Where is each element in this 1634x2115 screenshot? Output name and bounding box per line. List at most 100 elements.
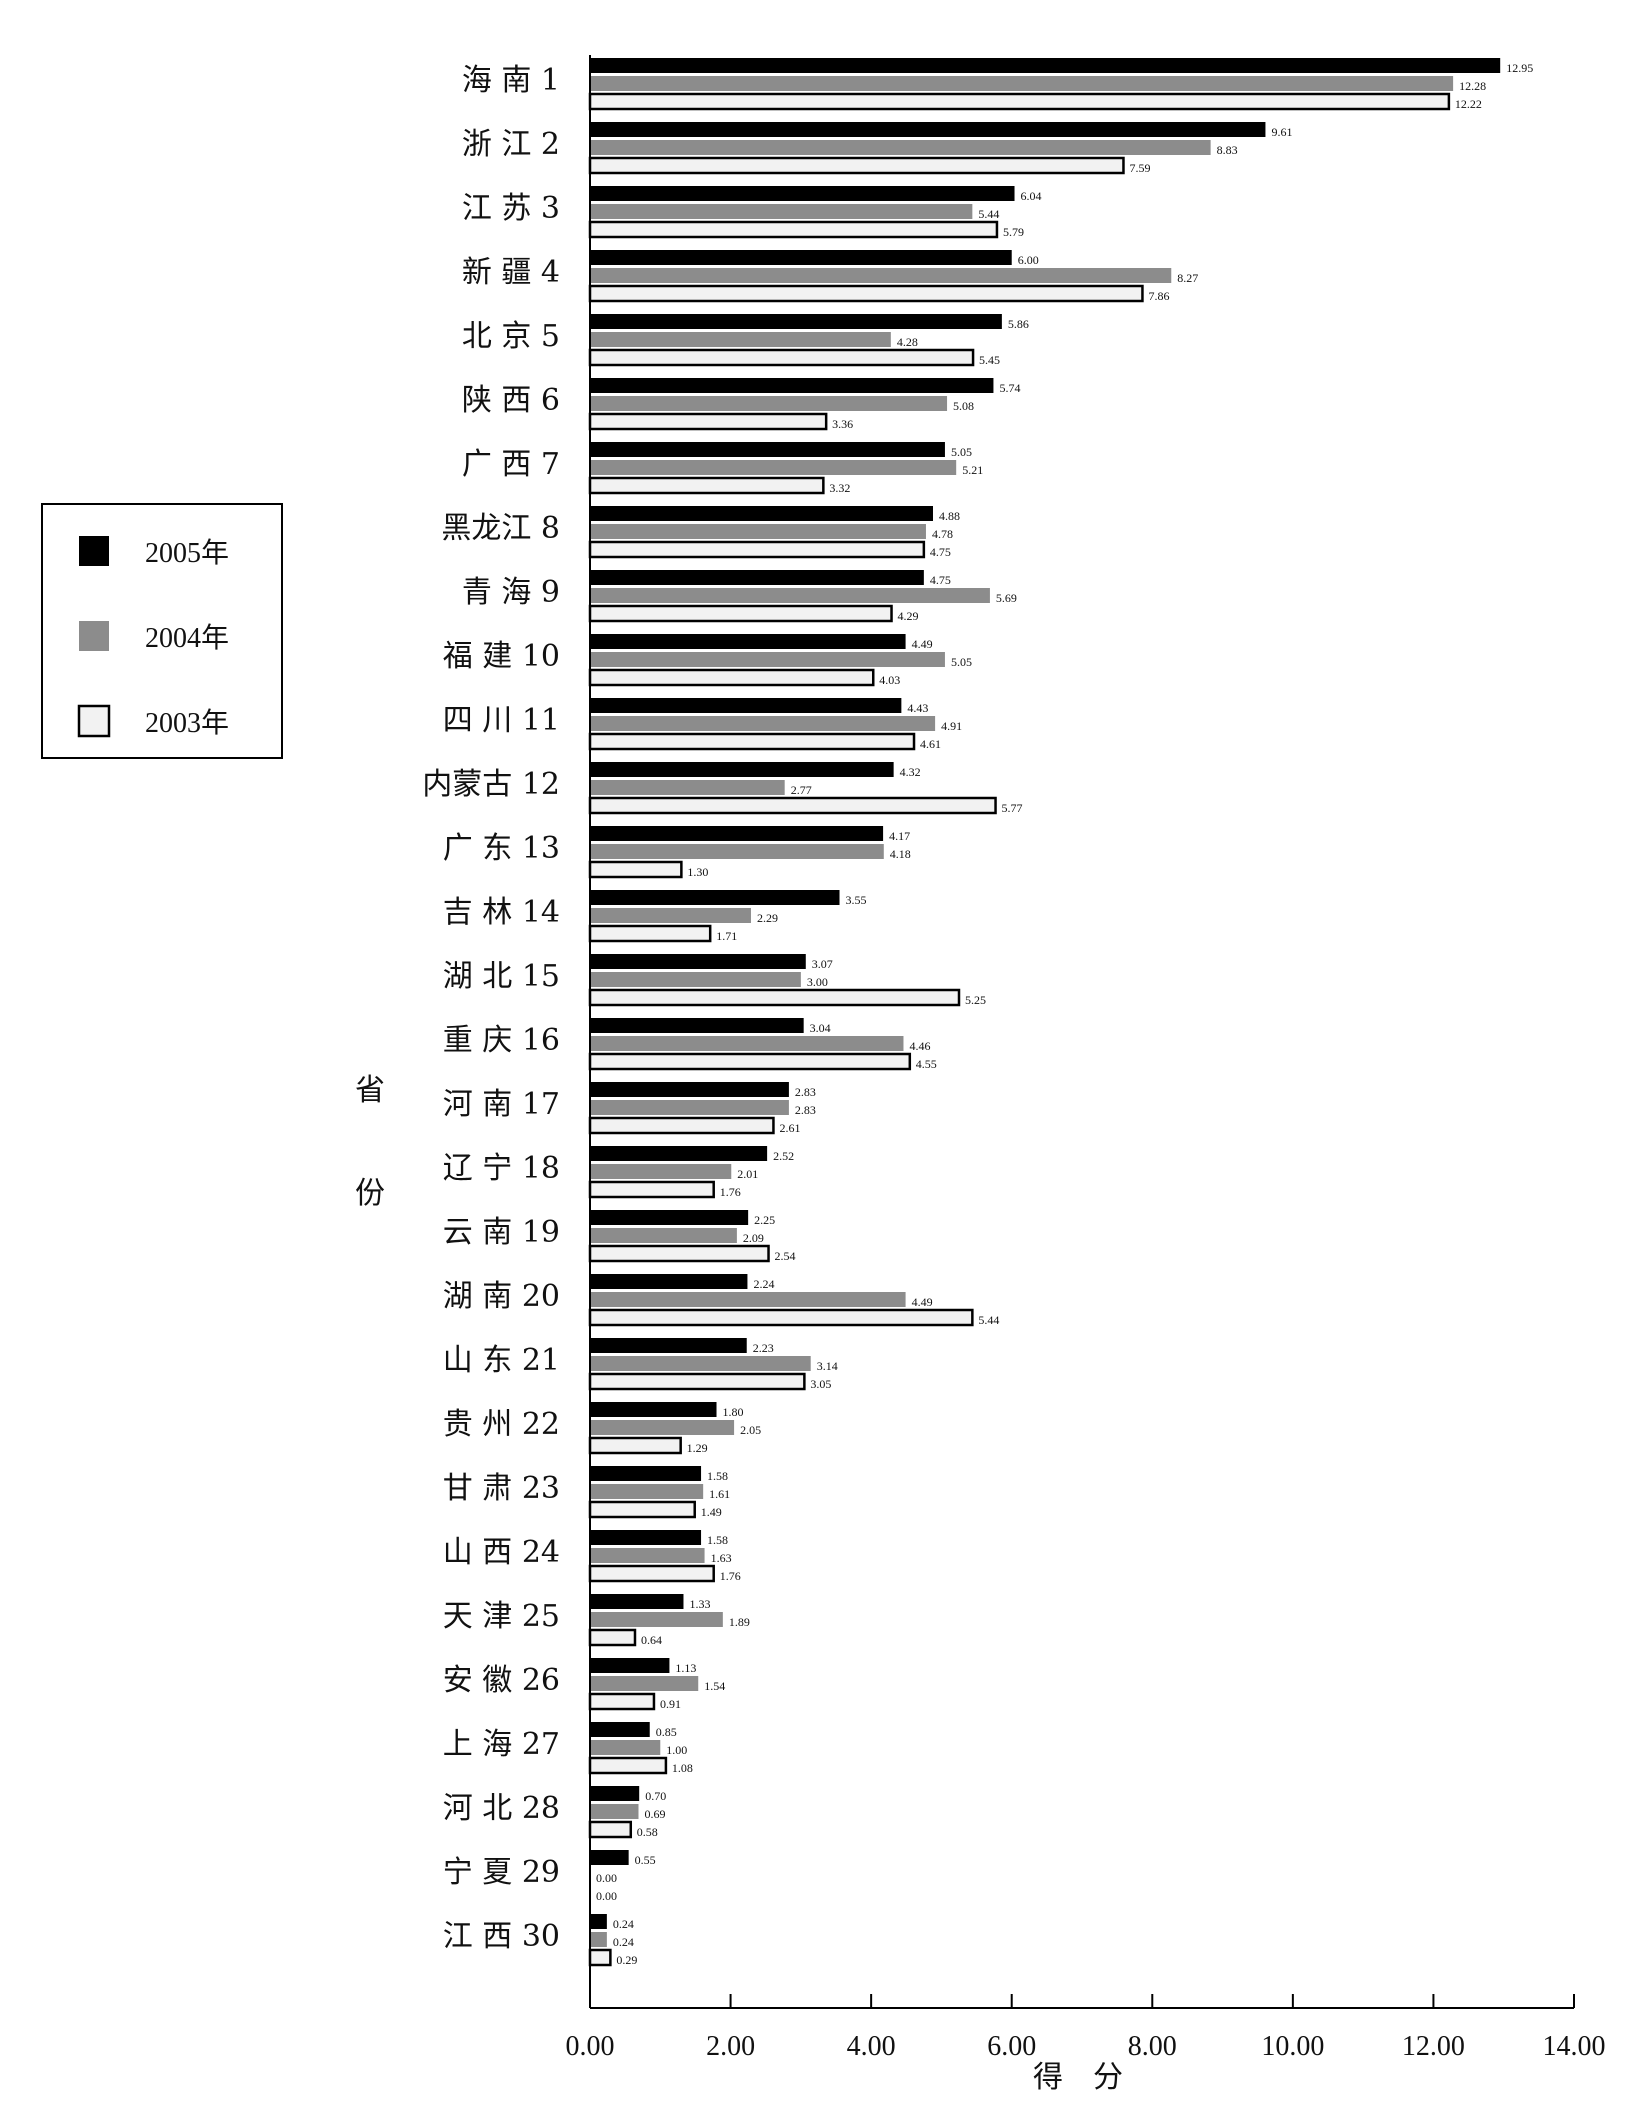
category-label: 吉 林 14 <box>443 895 560 930</box>
data-label: 2.24 <box>753 1277 774 1291</box>
category-label: 四 川 11 <box>443 703 560 738</box>
data-label: 0.55 <box>635 1853 656 1867</box>
legend: 2005年 2004年 2003年 <box>41 503 283 759</box>
bar-2003 <box>588 604 893 623</box>
bar-2004 <box>590 1676 699 1691</box>
bar-2004 <box>590 140 1211 155</box>
data-label: 1.61 <box>709 1487 730 1501</box>
bar-2005 <box>590 122 1266 137</box>
data-label: 3.07 <box>812 957 833 971</box>
data-label: 1.13 <box>675 1661 696 1675</box>
data-label: 1.29 <box>687 1441 708 1455</box>
data-label: 4.32 <box>900 765 921 779</box>
bar-2005 <box>590 1466 702 1481</box>
bar-2003 <box>588 156 1125 175</box>
category-label: 天 津 25 <box>443 1599 560 1634</box>
data-label: 2.83 <box>795 1103 816 1117</box>
data-label: 0.85 <box>656 1725 677 1739</box>
data-label: 8.27 <box>1177 271 1198 285</box>
category-label: 福 建 10 <box>443 639 560 674</box>
data-label: 4.18 <box>890 847 911 861</box>
data-label: 1.71 <box>716 929 737 943</box>
bar-2004 <box>590 332 891 347</box>
category-label: 上 海 27 <box>443 1727 560 1762</box>
bar-2003 <box>588 92 1451 111</box>
y-axis-title-bottom: 份 <box>355 1176 385 1211</box>
x-tick-label: 12.00 <box>1402 2031 1465 2062</box>
data-label: 3.55 <box>846 893 867 907</box>
bar-2005 <box>590 1082 789 1097</box>
bar-2003 <box>588 1948 612 1967</box>
bar-2003 <box>588 1116 775 1135</box>
data-label: 3.36 <box>832 417 853 431</box>
bar-2004 <box>590 1164 732 1179</box>
bar-2005 <box>590 1594 684 1609</box>
category-label: 河 北 28 <box>443 1791 560 1826</box>
bar-2004 <box>590 780 785 795</box>
data-label: 2.77 <box>791 783 812 797</box>
data-label: 2.54 <box>775 1249 796 1263</box>
data-label: 12.22 <box>1455 97 1482 111</box>
bar-2005 <box>590 890 840 905</box>
data-label: 5.79 <box>1003 225 1024 239</box>
category-label: 海 南 1 <box>462 63 560 98</box>
data-label: 5.44 <box>978 1313 999 1327</box>
bar-2004 <box>590 460 957 475</box>
data-label: 4.28 <box>897 335 918 349</box>
bar-2005 <box>590 570 924 585</box>
bar-2003 <box>588 1052 912 1071</box>
category-label: 北 京 5 <box>462 319 560 354</box>
x-axis-title: 得 分 <box>1033 2060 1123 2095</box>
data-label: 1.63 <box>711 1551 732 1565</box>
data-label: 0.24 <box>613 1917 634 1931</box>
x-tick-label: 8.00 <box>1128 2031 1177 2062</box>
data-label: 5.25 <box>965 993 986 1007</box>
data-label: 1.00 <box>666 1743 687 1757</box>
data-label: 2.29 <box>757 911 778 925</box>
bar-2005 <box>590 442 945 457</box>
bar-2005 <box>590 634 906 649</box>
data-label: 0.69 <box>644 1807 665 1821</box>
bar-2005 <box>590 1338 747 1353</box>
data-label: 4.03 <box>879 673 900 687</box>
bar-2003 <box>588 348 975 367</box>
x-tick-label: 0.00 <box>566 2031 615 2062</box>
bar-2005 <box>590 1146 768 1161</box>
category-label: 湖 南 20 <box>443 1279 560 1314</box>
data-label: 0.29 <box>616 1953 637 1967</box>
data-label: 0.58 <box>637 1825 658 1839</box>
bar-2005 <box>590 314 1002 329</box>
data-label: 6.04 <box>1021 189 1042 203</box>
data-label: 12.28 <box>1459 79 1486 93</box>
bar-2003 <box>588 1820 633 1839</box>
data-label: 4.49 <box>912 1295 933 1309</box>
bar-2004 <box>590 588 990 603</box>
bar-2004 <box>590 1804 639 1819</box>
bar-2005 <box>590 506 933 521</box>
data-label: 5.69 <box>996 591 1017 605</box>
data-label: 9.61 <box>1271 125 1292 139</box>
data-label: 2.01 <box>737 1167 758 1181</box>
legend-label: 2003年 <box>145 707 229 739</box>
x-tick-label: 14.00 <box>1543 2031 1606 2062</box>
data-label: 4.88 <box>939 509 960 523</box>
bar-2003 <box>588 476 825 495</box>
bar-2004 <box>590 396 948 411</box>
data-label: 2.05 <box>740 1423 761 1437</box>
bar-2005 <box>590 1210 749 1225</box>
bar-2004 <box>590 1548 705 1563</box>
category-label: 云 南 19 <box>443 1215 560 1250</box>
bar-2005 <box>590 826 884 841</box>
bar-2005 <box>590 1530 702 1545</box>
data-label: 7.86 <box>1148 289 1169 303</box>
data-label: 1.30 <box>687 865 708 879</box>
data-label: 12.95 <box>1506 61 1533 75</box>
data-label: 5.21 <box>962 463 983 477</box>
category-label: 陕 西 6 <box>462 383 560 418</box>
bar-2004 <box>590 1036 904 1051</box>
category-label: 辽 宁 18 <box>443 1151 560 1186</box>
data-label: 4.46 <box>909 1039 930 1053</box>
bar-2004 <box>590 1484 704 1499</box>
bar-2003 <box>588 1500 696 1519</box>
